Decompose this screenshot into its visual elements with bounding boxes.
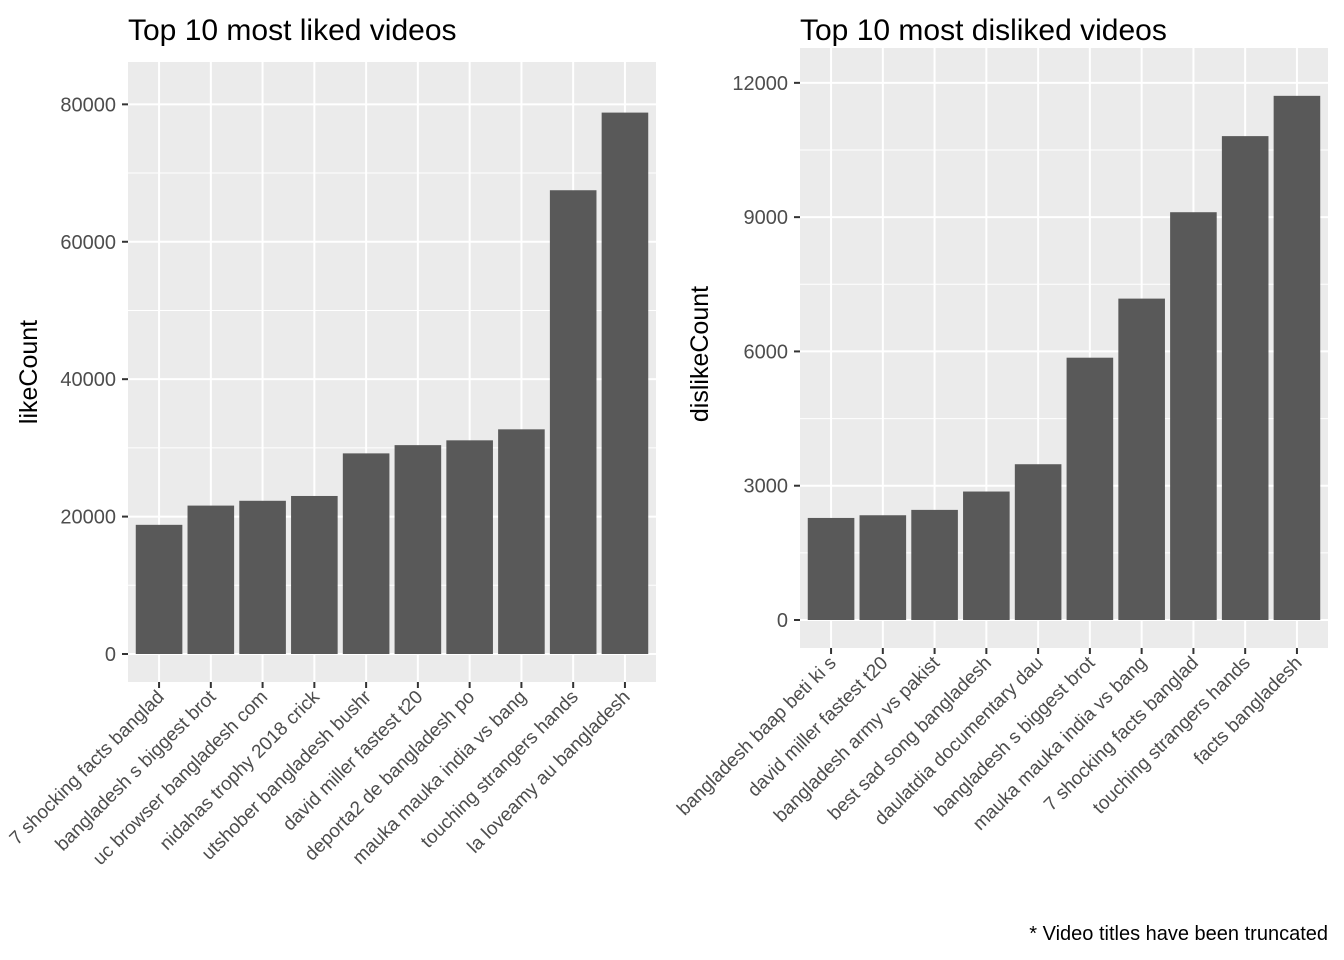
liked-videos-chart: Top 10 most liked videos 0 20000 40000 6000…: [6, 14, 656, 870]
chart-title-disliked: Top 10 most disliked videos: [800, 14, 1167, 47]
bars-disliked: [807, 95, 1321, 621]
y-tick-label: 0: [777, 610, 788, 632]
bar-disliked-2: [859, 515, 907, 620]
bar-disliked-10: [1273, 95, 1321, 621]
bar-liked-9: [549, 190, 597, 654]
chart-title-liked: Top 10 most liked videos: [128, 14, 457, 47]
bar-liked-1: [135, 524, 183, 654]
y-ticks-disliked: 0 3000 6000 9000 12000: [732, 73, 800, 632]
y-tick-label: 40000: [60, 369, 116, 391]
bar-liked-8: [498, 429, 545, 654]
y-tick-label: 60000: [60, 232, 116, 254]
bar-liked-7: [446, 440, 493, 654]
y-tick-label: 6000: [744, 341, 789, 363]
y-tick-label: 3000: [744, 476, 789, 498]
bar-liked-10: [601, 112, 649, 654]
bar-liked-6: [394, 445, 442, 654]
disliked-videos-chart: Top 10 most disliked videos 0 3000 6000 900…: [673, 14, 1328, 835]
y-tick-label: 9000: [744, 207, 789, 229]
bar-disliked-5: [1014, 464, 1062, 620]
y-tick-label: 20000: [60, 507, 116, 529]
bar-liked-4: [291, 495, 338, 654]
bar-disliked-8: [1170, 212, 1217, 620]
truncation-caption: * Video titles have been truncated: [1029, 923, 1328, 945]
bar-liked-2: [187, 505, 235, 654]
bar-disliked-7: [1118, 298, 1165, 620]
y-ticks-liked: 0 20000 40000 60000 80000: [60, 94, 128, 666]
y-axis-label-liked: likeCount: [15, 320, 43, 424]
bar-disliked-6: [1066, 357, 1114, 620]
bar-liked-5: [342, 453, 390, 654]
y-tick-label: 12000: [732, 73, 788, 95]
bars-liked: [135, 112, 649, 654]
y-tick-label: 80000: [60, 94, 116, 116]
bar-disliked-1: [807, 517, 855, 620]
bar-disliked-3: [911, 509, 958, 620]
bar-disliked-9: [1221, 136, 1269, 620]
y-axis-label-disliked: dislikeCount: [686, 286, 714, 422]
y-tick-label: 0: [105, 644, 116, 666]
bar-disliked-4: [963, 491, 1010, 620]
bar-liked-3: [239, 500, 286, 654]
